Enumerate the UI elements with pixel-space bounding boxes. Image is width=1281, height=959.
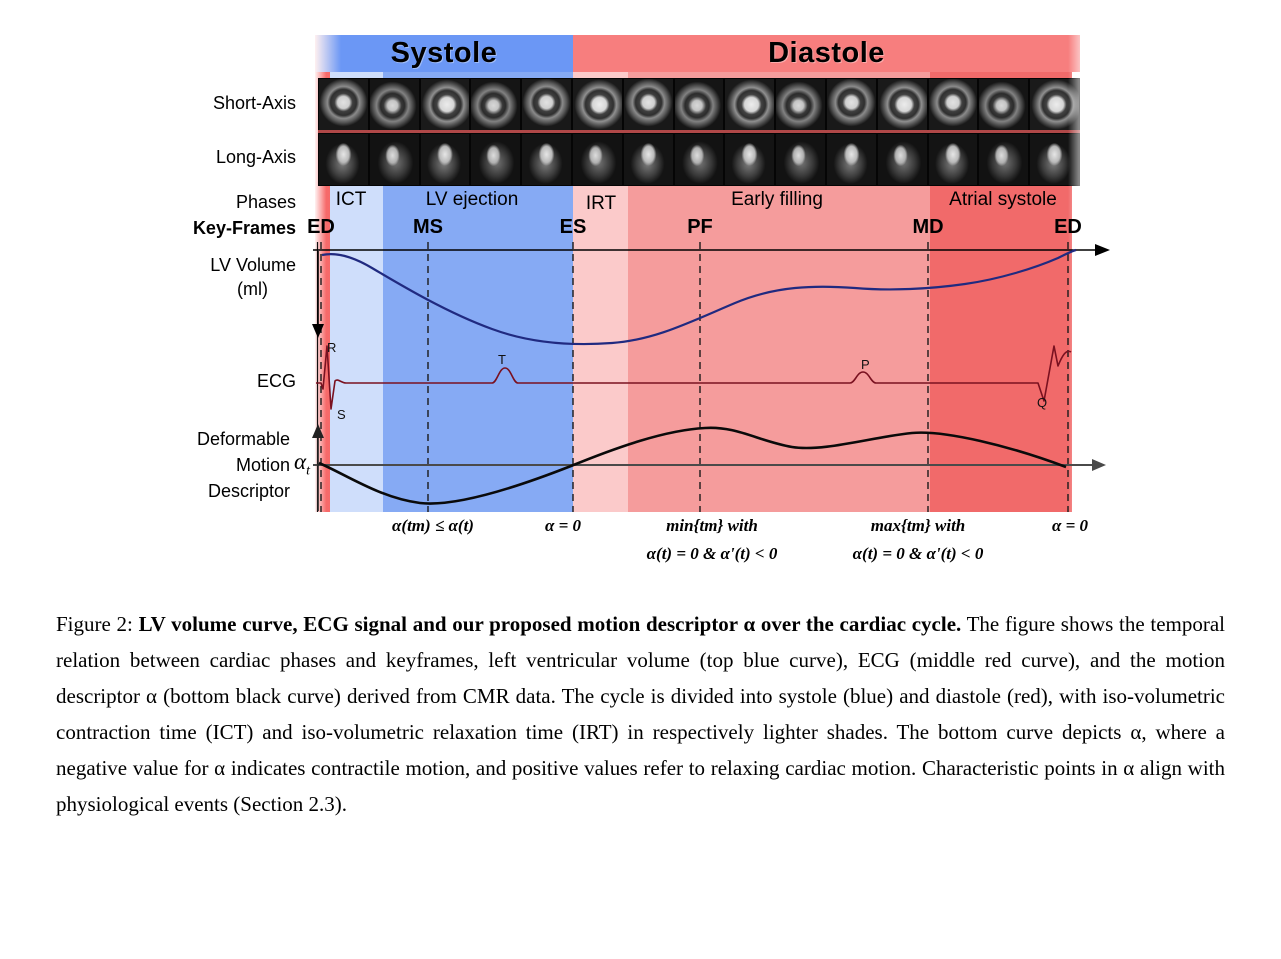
time-axis-arrowhead-icon [1095, 244, 1110, 256]
long-axis-mri-frame [369, 134, 419, 185]
alpha-t-symbol: αt [294, 449, 310, 480]
annotation-min-tm: min{tm} with [666, 516, 758, 535]
lv-volume-unit-label: (ml) [237, 279, 268, 299]
long-axis-label: Long-Axis [215, 147, 296, 167]
alpha-glyph: α [294, 449, 307, 474]
phase-label-lv-ejection: LV ejection [425, 189, 519, 210]
short-axis-mri-frame [572, 79, 622, 130]
keyframe-es: ES [559, 216, 587, 238]
long-axis-mri-frame [979, 134, 1029, 185]
systole-band: Systole [315, 35, 573, 72]
long-axis-strip [318, 133, 1080, 186]
short-axis-mri-frame [725, 79, 775, 130]
keyframe-ed-end: ED [1054, 216, 1082, 238]
long-axis-mri-frame [471, 134, 521, 185]
long-axis-mri-frame [420, 134, 470, 185]
lv-volume-label: LV Volume [210, 255, 296, 275]
annotation-alpha-tm-le: α(tm) ≤ α(t) [392, 516, 474, 535]
long-axis-mri-frame [674, 134, 724, 185]
motion-label-line1: Deformable [196, 429, 290, 449]
motion-label-line2: Motion [235, 455, 290, 475]
phase-label-early-filling: Early filling [731, 189, 823, 210]
phases-label: Phases [235, 192, 296, 212]
annotation-max-condition: α(t) = 0 & α'(t) < 0 [852, 544, 984, 563]
keyframes-label: Key-Frames [192, 218, 296, 238]
long-axis-mri-frame [522, 134, 571, 185]
diastole-band-label: Diastole [768, 37, 885, 69]
long-axis-mri-frame [826, 134, 876, 185]
diastole-band: Diastole [573, 35, 1080, 72]
keyframe-pf: PF [687, 216, 713, 238]
short-axis-mri-frame [979, 79, 1029, 130]
phase-label-atrial-systole: Atrial systole [949, 189, 1057, 210]
caption-body-text: The figure shows the temporal relation b… [56, 612, 1226, 816]
figure-caption: Figure 2: LV volume curve, ECG signal an… [56, 606, 1225, 822]
long-axis-mri-frame [928, 134, 978, 185]
caption-figure-label: Figure 2: [56, 612, 133, 636]
annotation-alpha-zero-es: α = 0 [544, 516, 582, 535]
short-axis-mri-frame [471, 79, 521, 130]
short-axis-mri-frame [522, 79, 571, 130]
strip-separator-line [318, 130, 1080, 133]
phase-label-irt: IRT [585, 193, 617, 214]
long-axis-mri-frame [623, 134, 673, 185]
caption-bold-title: LV volume curve, ECG signal and our prop… [138, 612, 962, 636]
phase-label-ict: ICT [335, 189, 367, 210]
short-axis-mri-frame [826, 79, 876, 130]
ecg-t-label: T [498, 352, 506, 367]
alpha-axis-arrowhead-icon [1092, 459, 1106, 471]
ecg-q-label: Q [1037, 395, 1048, 410]
short-axis-strip [318, 78, 1080, 131]
long-axis-mri-frame [319, 134, 368, 185]
keyframe-ed-start: ED [307, 216, 335, 238]
short-axis-mri-frame [420, 79, 470, 130]
ecg-p-label: P [861, 357, 870, 372]
alpha-subscript: t [306, 463, 310, 479]
annotation-min-condition: α(t) = 0 & α'(t) < 0 [646, 544, 778, 563]
long-axis-mri-frame [877, 134, 927, 185]
ecg-label: ECG [256, 371, 296, 391]
long-axis-mri-frame [725, 134, 775, 185]
systole-band-label: Systole [390, 37, 498, 69]
short-axis-mri-frame [877, 79, 927, 130]
short-axis-label: Short-Axis [212, 93, 296, 113]
short-axis-mri-frame [369, 79, 419, 130]
long-axis-mri-frame [776, 134, 825, 185]
ecg-r-label: R [327, 340, 337, 355]
short-axis-mri-frame [928, 79, 978, 130]
annotation-alpha-zero-ed: α = 0 [1051, 516, 1089, 535]
long-axis-mri-frame [572, 134, 622, 185]
short-axis-mri-frame [674, 79, 724, 130]
motion-label-line3: Descriptor [207, 481, 290, 501]
short-axis-mri-frame [623, 79, 673, 130]
keyframe-ms: MS [413, 216, 443, 238]
right-edge-fade [1068, 35, 1094, 512]
short-axis-mri-frame [319, 79, 368, 130]
annotation-max-tm: max{tm} with [870, 516, 966, 535]
short-axis-mri-frame [776, 79, 825, 130]
keyframe-md: MD [912, 216, 944, 238]
ecg-s-label: S [337, 407, 346, 422]
